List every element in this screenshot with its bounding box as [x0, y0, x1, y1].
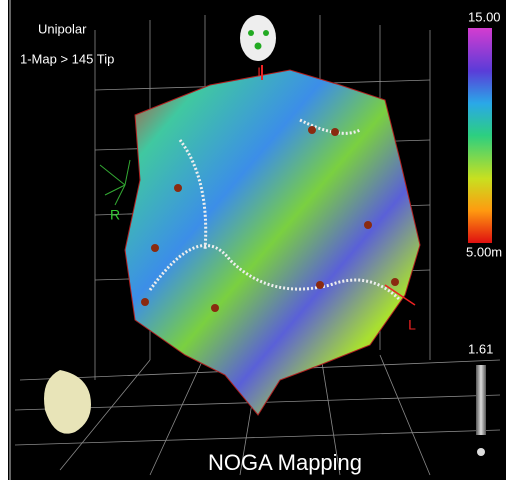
colorbar-max: 15.00: [468, 9, 501, 24]
left-margin: [0, 0, 8, 480]
mode-label: Unipolar: [38, 21, 87, 36]
label-r: R: [110, 207, 120, 223]
map-label: 1-Map > 145 Tip: [20, 51, 114, 66]
label-i: I: [257, 64, 261, 79]
caption: NOGA Mapping: [208, 450, 362, 475]
ventricle-map: [124, 69, 421, 416]
slider-knob[interactable]: [477, 448, 485, 456]
label-l: L: [408, 317, 416, 333]
colorbar: [468, 28, 492, 243]
heart-icon: [44, 370, 91, 434]
axis-l: [384, 284, 416, 306]
slider[interactable]: [476, 365, 486, 435]
sample-points: [141, 126, 399, 312]
slider-value: 1.61: [468, 341, 493, 356]
axis-r: [99, 159, 131, 206]
colorbar-min: 5.00m: [466, 244, 502, 259]
face-icon: [240, 15, 276, 61]
